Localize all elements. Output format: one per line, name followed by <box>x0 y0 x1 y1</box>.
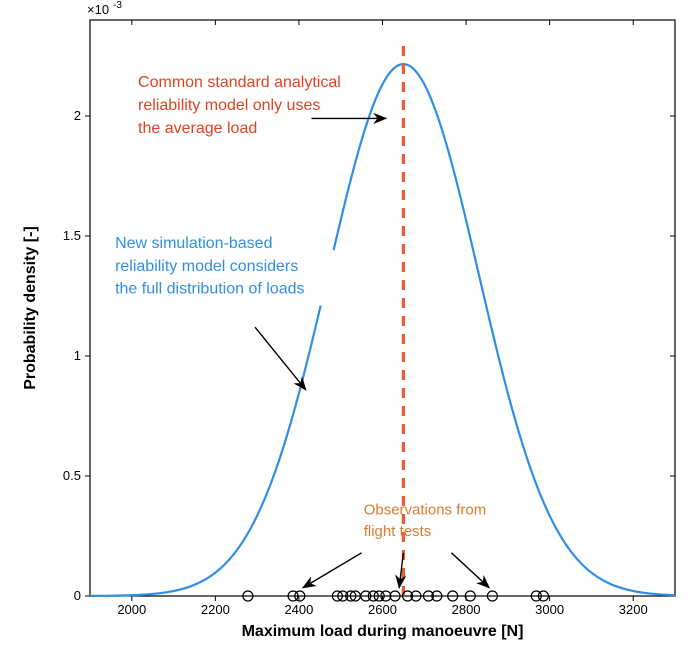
density-chart: 2000 2200 2400 2600 2800 3000 3200 Maximum load… <box>0 0 700 650</box>
anno-red-text: reliability model only uses <box>138 97 320 114</box>
svg-text:-3: -3 <box>113 0 122 11</box>
x-tick-label: 2200 <box>201 602 230 617</box>
x-tick-label: 2800 <box>452 602 481 617</box>
x-tick-label: 3000 <box>535 602 564 617</box>
y-tick-label: 1.5 <box>63 228 81 243</box>
chart-svg: 2000 2200 2400 2600 2800 3000 3200 Maximum load… <box>0 0 700 650</box>
anno-blue-text: reliability model considers <box>115 258 298 275</box>
y-axis-label: Probability density [-] <box>22 226 39 390</box>
x-tick-label: 2000 <box>117 602 146 617</box>
y-exponent: ×10 -3 <box>87 0 122 17</box>
y-tick-label: 0.5 <box>63 468 81 483</box>
x-tick-label: 2400 <box>284 602 313 617</box>
y-tick-label: 2 <box>74 108 81 123</box>
anno-red-text: Common standard analytical <box>138 74 341 91</box>
y-tick-label: 0 <box>74 588 81 603</box>
anno-obs-text: Observations from <box>364 501 487 518</box>
anno-blue-text: New simulation-based <box>115 235 272 252</box>
y-tick-label: 1 <box>74 348 81 363</box>
x-tick-label: 3200 <box>619 602 648 617</box>
x-axis-label: Maximum load during manoeuvre [N] <box>242 623 524 640</box>
x-tick-label: 2600 <box>368 602 397 617</box>
anno-obs-text: flight tests <box>364 523 432 540</box>
svg-text:×10: ×10 <box>87 2 109 17</box>
anno-blue-text: the full distribution of loads <box>115 281 304 298</box>
anno-red-text: the average load <box>138 120 257 137</box>
